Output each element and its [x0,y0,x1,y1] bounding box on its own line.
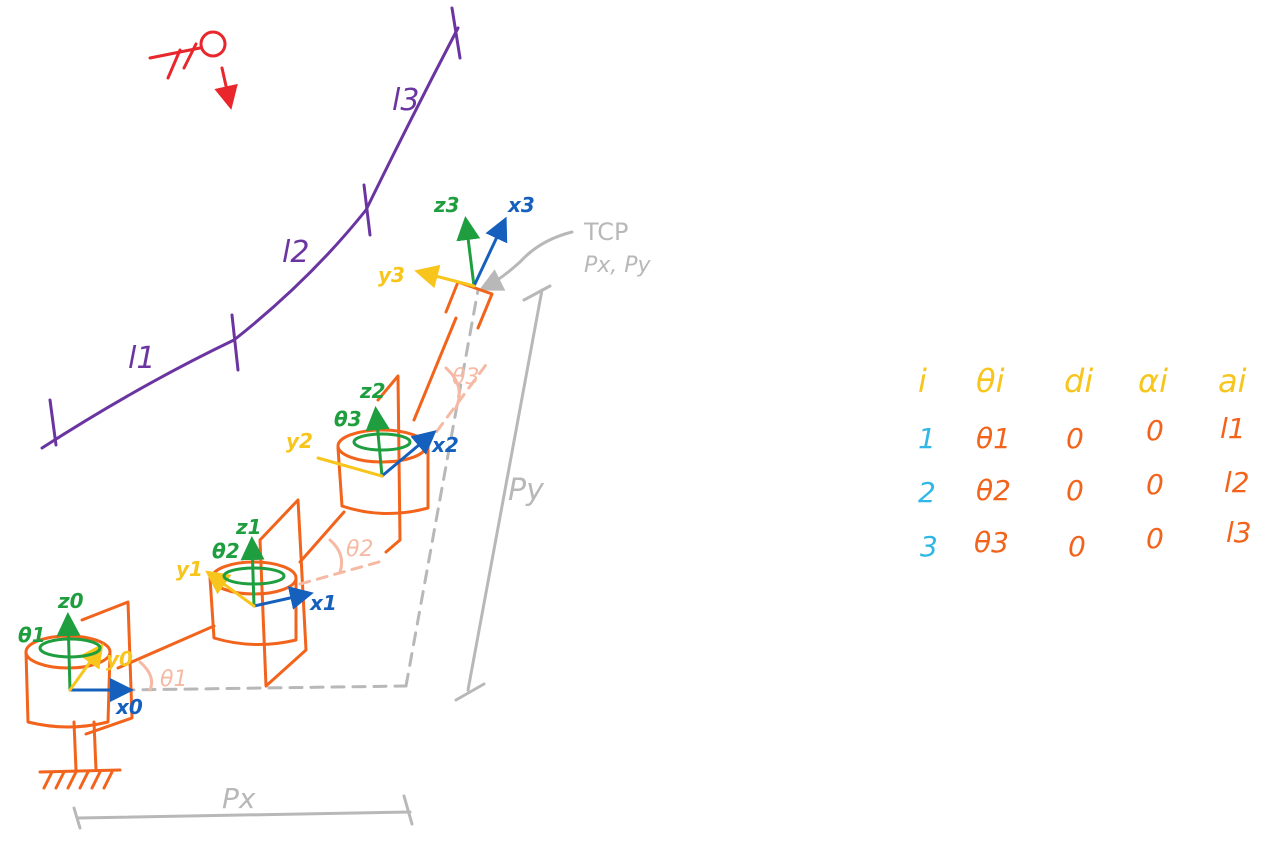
angle-arcs [138,360,490,692]
link-label-l3: l3 [392,83,419,118]
joint1-plate [80,600,134,736]
py-label: Py [508,473,545,508]
y1-label: y1 [176,557,203,581]
tcp-label: TCP [583,218,628,246]
z0-axis [56,612,81,692]
y2-axis [316,456,384,478]
z3-label: z3 [433,193,460,217]
px-label: Px [222,782,256,815]
dh-row2-theta: θ2 [976,474,1011,507]
dashed-baseline [120,684,408,692]
dh-row2-a: l2 [1224,466,1250,499]
y0-axis [68,643,104,692]
dh-header-i: i [918,362,927,400]
dh-row2-alpha: 0 [1146,468,1164,501]
x2-label: x2 [431,433,459,457]
frame-0 [38,612,134,702]
x3-label: x3 [507,193,535,217]
joint1-cylinder [24,650,112,729]
py-dimension-line [466,288,544,692]
dh-row2-i: 2 [918,476,936,509]
link-l3-line [364,26,460,212]
x3-axis [472,216,508,288]
joint-tick-1 [230,313,240,372]
angle-arc-1 [138,660,154,692]
dh-header-theta: θi [976,362,1005,400]
dimension-lines [72,230,574,830]
angle-arc-3 [444,366,461,410]
x1-axis [252,586,314,610]
y1-axis [205,570,256,608]
theta3-rotation-arrow [352,432,412,452]
link-label-l1: l1 [128,341,155,376]
y3-label: y3 [378,263,405,287]
joint3-plate [376,374,402,554]
frame-3 [414,216,508,289]
link-chain [40,6,462,450]
joint3-cylinder [336,444,430,515]
x2-axis [380,430,437,478]
dh-header-d: di [1064,362,1093,400]
joint-tick-0 [48,398,58,447]
link-label-l2: l2 [282,235,309,270]
dashed-vertical [404,288,480,688]
angle-label-2: θ2 [346,537,373,562]
dh-row3-alpha: 0 [1146,522,1164,555]
angle-label-1: θ1 [160,667,187,692]
joint-tick-2 [362,183,372,237]
theta1-label: θ1 [18,623,46,647]
y2-label: y2 [286,429,313,453]
y0-label: y0 [106,647,133,671]
link-l2-line [232,208,368,342]
z2-label: z2 [359,379,386,403]
dh-header-a: ai [1218,362,1247,400]
gravity-symbol [148,30,238,110]
angle-arc-2 [328,538,344,574]
dh-row1-theta: θ1 [976,422,1011,455]
z1-label: z1 [235,515,262,539]
dh-row2-d: 0 [1066,474,1084,507]
x1-label: x1 [309,591,337,615]
dh-header-alpha: αi [1138,362,1168,400]
joint2-cylinder [208,576,298,646]
theta2-label: θ2 [212,539,240,563]
dh-row3-theta: θ3 [974,526,1009,559]
z0-label: z0 [57,589,84,613]
frame-2 [316,406,437,478]
tcp-pointer [478,230,574,291]
dh-row3-i: 3 [920,530,938,563]
dh-row1-a: l1 [1220,412,1246,445]
dh-table: i θi di αi ai 1 θ1 0 0 l1 2 θ2 0 0 l2 3 … [918,362,1252,563]
angle-label-3: θ3 [452,365,479,390]
link1-body [116,624,216,670]
link3-body [412,316,458,422]
joint-tick-3 [450,6,462,60]
z3-axis [456,216,481,288]
theta1-rotation-arrow [38,637,102,659]
theta2-rotation-arrow [222,566,286,586]
base-post [72,720,98,772]
dh-row3-d: 0 [1068,530,1086,563]
tcp-coords: Px, Py [584,253,652,278]
px-dimension-line [76,810,412,820]
dh-row1-d: 0 [1066,422,1084,455]
z1-axis [240,536,265,608]
dh-row3-a: l3 [1226,516,1252,549]
frame-1 [205,536,314,610]
end-effector [444,280,494,330]
link-l1-line [40,338,236,450]
angle-arc-2-ref [298,558,388,586]
joint2-plate [258,498,308,688]
link2-body [298,510,346,564]
x0-label: x0 [115,695,143,719]
theta3-label: θ3 [334,407,362,431]
z2-axis [365,406,390,478]
dh-row1-alpha: 0 [1146,414,1164,447]
dh-row1-i: 1 [918,422,936,455]
y3-axis [414,264,476,289]
